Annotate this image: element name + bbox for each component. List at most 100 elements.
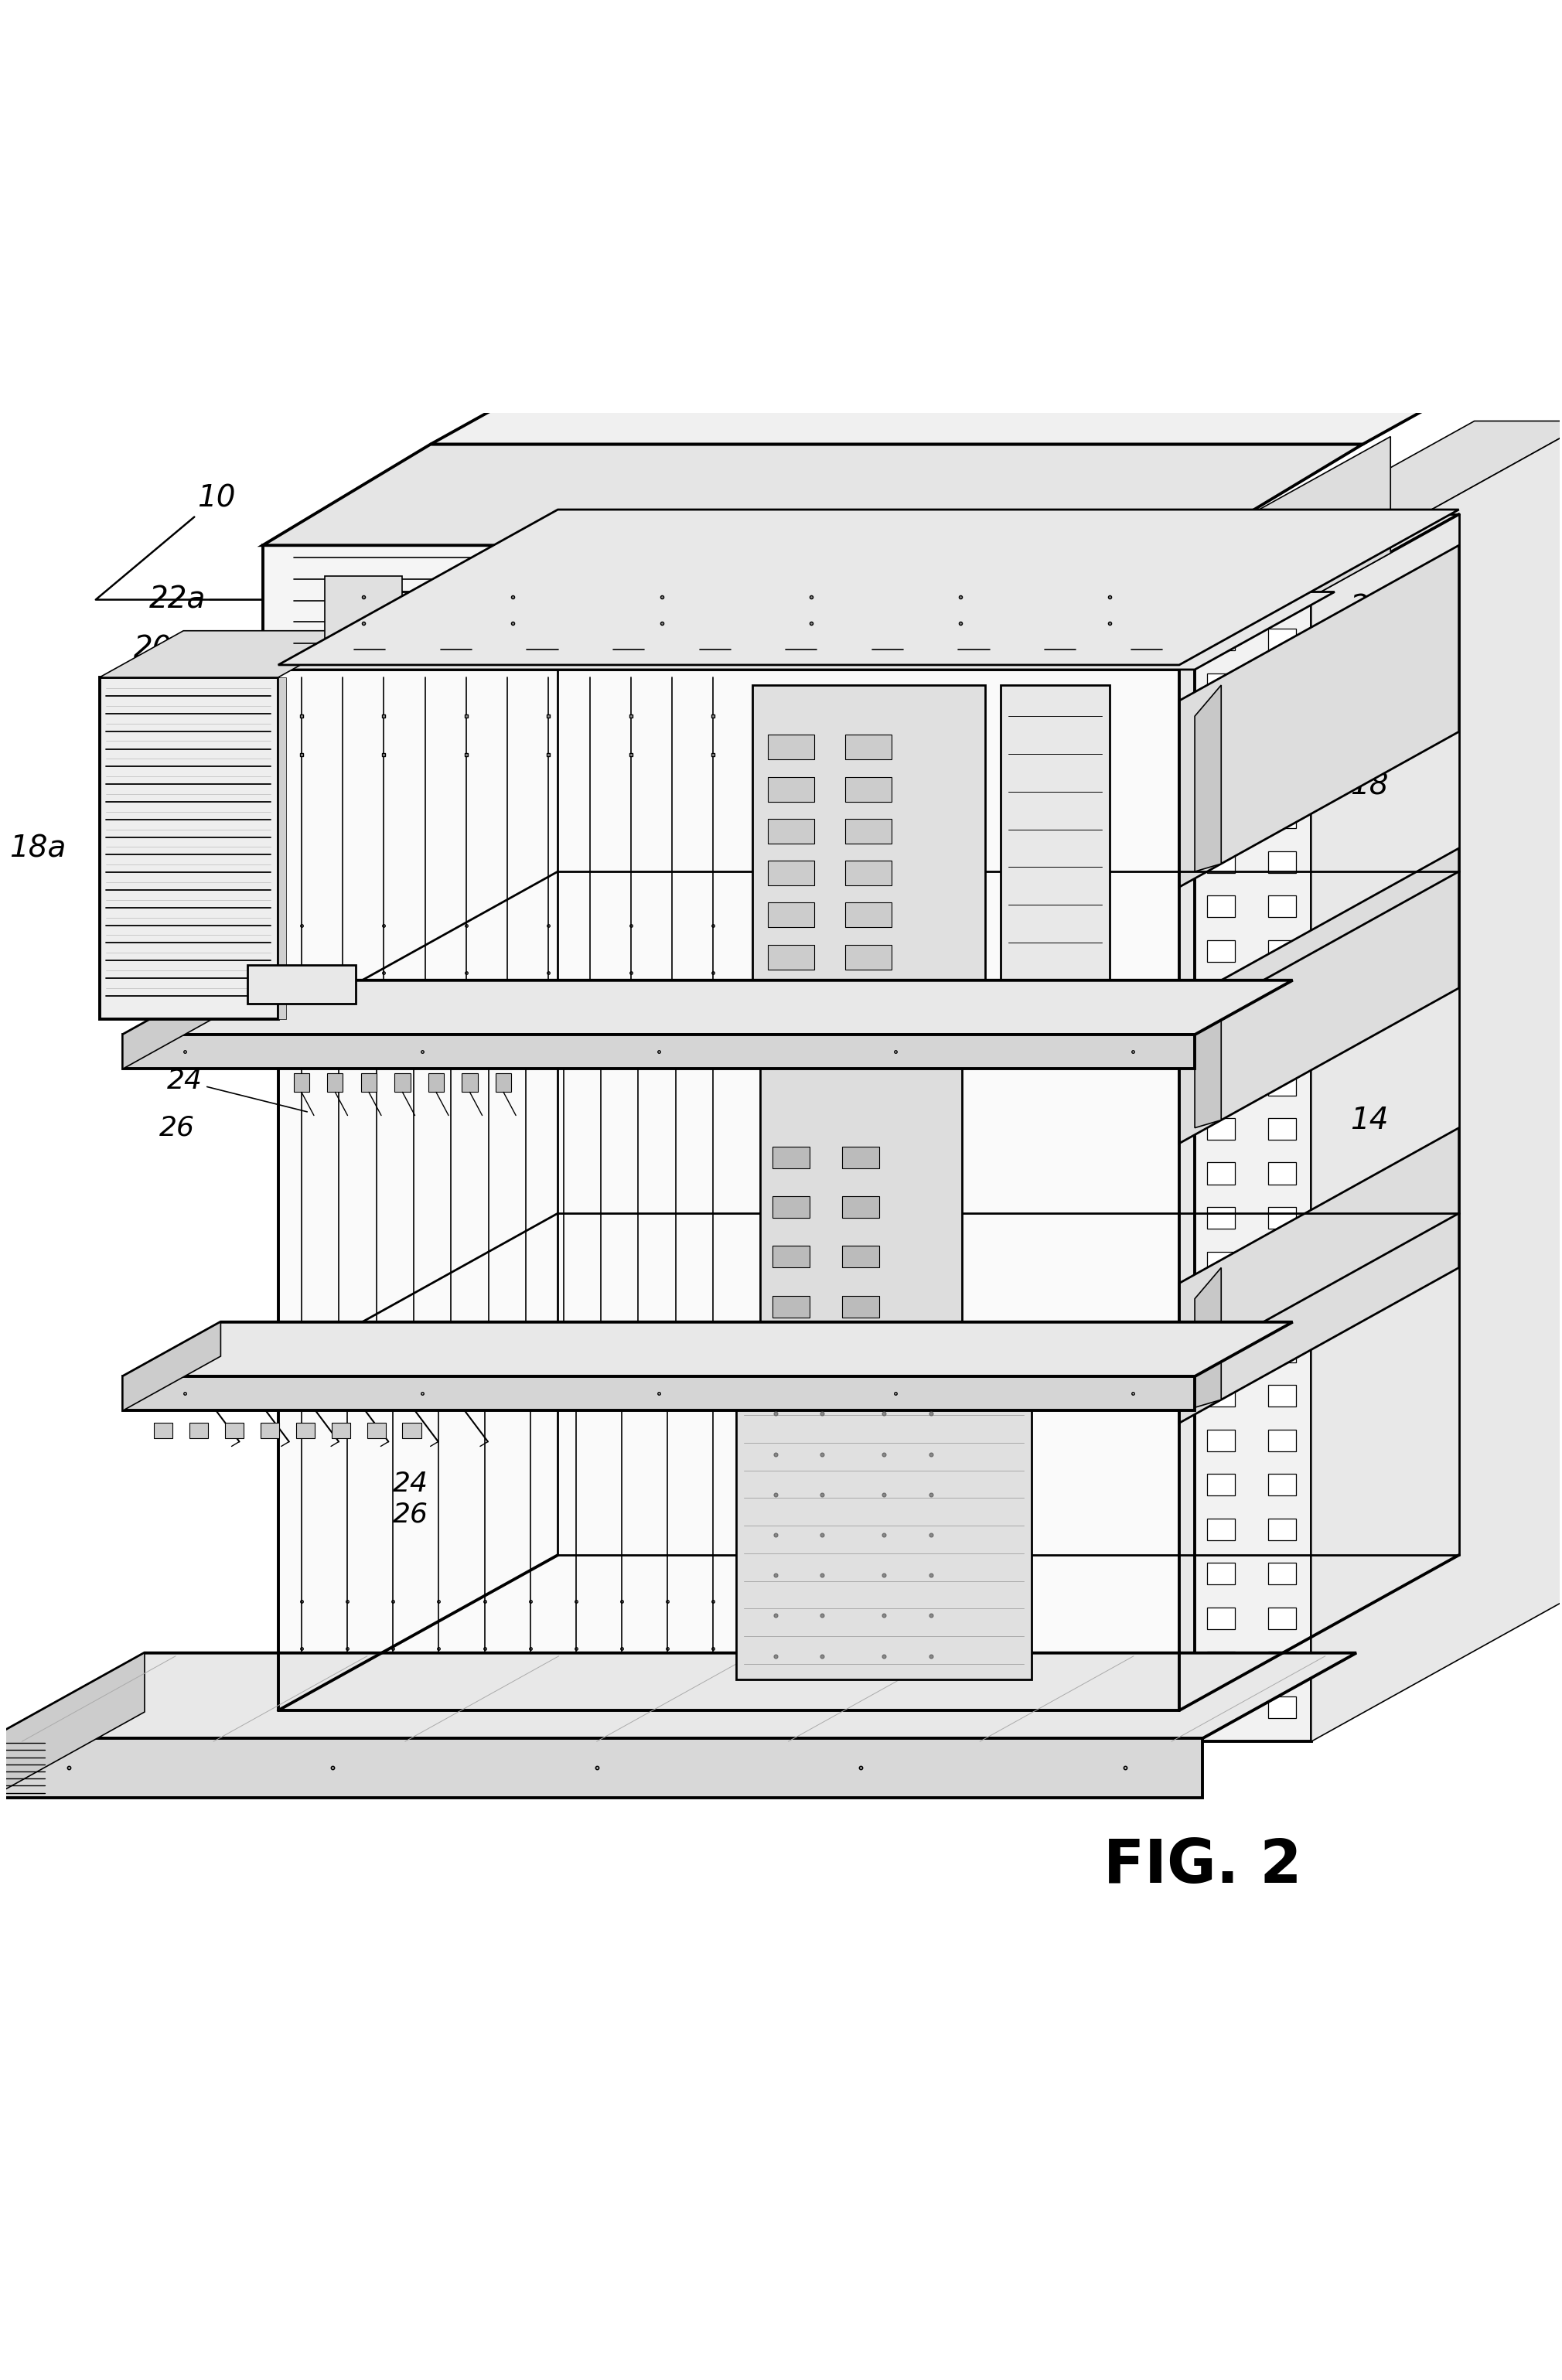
- Bar: [1207, 1207, 1236, 1228]
- Polygon shape: [100, 631, 362, 678]
- Polygon shape: [751, 685, 986, 995]
- Bar: [367, 1423, 386, 1438]
- Text: 20: 20: [1350, 631, 1389, 662]
- Bar: [767, 776, 814, 802]
- Bar: [1207, 583, 1236, 607]
- Text: 26: 26: [392, 1502, 428, 1528]
- Bar: [1207, 1652, 1236, 1673]
- Bar: [155, 1423, 172, 1438]
- Polygon shape: [325, 576, 403, 638]
- Polygon shape: [278, 669, 1179, 1711]
- Bar: [842, 1245, 879, 1269]
- Polygon shape: [123, 981, 1293, 1035]
- Polygon shape: [1195, 436, 1390, 662]
- Polygon shape: [1311, 421, 1562, 1742]
- Bar: [1268, 985, 1296, 1007]
- Bar: [1207, 1297, 1236, 1319]
- Bar: [1207, 1564, 1236, 1585]
- Bar: [1268, 940, 1296, 962]
- Polygon shape: [922, 576, 1000, 638]
- Text: 24: 24: [633, 488, 670, 516]
- Bar: [1268, 1385, 1296, 1407]
- Bar: [845, 819, 892, 843]
- Bar: [1207, 1473, 1236, 1495]
- Bar: [1268, 628, 1296, 650]
- Bar: [842, 1295, 879, 1319]
- Text: 12: 12: [1350, 1269, 1389, 1297]
- Polygon shape: [759, 1059, 962, 1338]
- Bar: [1268, 1161, 1296, 1185]
- Bar: [767, 862, 814, 885]
- Bar: [772, 1197, 809, 1219]
- Text: 24: 24: [392, 1471, 428, 1497]
- Text: 16: 16: [1350, 942, 1389, 971]
- Bar: [1207, 762, 1236, 783]
- Polygon shape: [1195, 1269, 1221, 1407]
- Bar: [295, 1423, 314, 1438]
- Polygon shape: [1195, 421, 1562, 576]
- Polygon shape: [278, 509, 1459, 664]
- Bar: [395, 1073, 411, 1092]
- Bar: [1268, 1473, 1296, 1495]
- Bar: [1207, 1518, 1236, 1540]
- Bar: [1268, 1697, 1296, 1718]
- Bar: [772, 1295, 809, 1319]
- Bar: [842, 1197, 879, 1219]
- Polygon shape: [0, 1654, 1356, 1737]
- Polygon shape: [1195, 576, 1311, 1742]
- Bar: [1207, 1430, 1236, 1452]
- Bar: [845, 902, 892, 928]
- Bar: [1268, 1252, 1296, 1273]
- Polygon shape: [123, 981, 220, 1069]
- Polygon shape: [247, 964, 356, 1004]
- Polygon shape: [123, 1321, 220, 1411]
- Bar: [1207, 1340, 1236, 1361]
- Polygon shape: [1070, 576, 1148, 638]
- Bar: [1268, 807, 1296, 828]
- Bar: [845, 776, 892, 802]
- Text: 22: 22: [1350, 593, 1389, 621]
- Text: 18a: 18a: [9, 833, 66, 864]
- Bar: [1268, 1564, 1296, 1585]
- Bar: [1207, 852, 1236, 873]
- Bar: [1207, 1252, 1236, 1273]
- Polygon shape: [772, 576, 850, 638]
- Text: 22a: 22a: [148, 585, 308, 614]
- Polygon shape: [1179, 847, 1459, 1142]
- Bar: [403, 1423, 422, 1438]
- Bar: [767, 735, 814, 759]
- Polygon shape: [431, 383, 1475, 445]
- Bar: [328, 1073, 344, 1092]
- Text: 26: 26: [965, 488, 1004, 516]
- Text: 12a: 12a: [87, 1754, 244, 1792]
- Bar: [1268, 674, 1296, 695]
- Polygon shape: [262, 445, 1362, 545]
- Bar: [1207, 940, 1236, 962]
- Bar: [1268, 762, 1296, 783]
- Polygon shape: [262, 1026, 1086, 1035]
- Bar: [1207, 1385, 1236, 1407]
- Text: 26: 26: [159, 1114, 195, 1140]
- Bar: [845, 862, 892, 885]
- Bar: [331, 1423, 350, 1438]
- Bar: [1207, 674, 1236, 695]
- Bar: [1268, 1430, 1296, 1452]
- Polygon shape: [1195, 988, 1221, 1128]
- Polygon shape: [473, 576, 551, 638]
- Bar: [1268, 1028, 1296, 1052]
- Bar: [1207, 628, 1236, 650]
- Polygon shape: [123, 1035, 1195, 1069]
- Polygon shape: [736, 1399, 1031, 1680]
- Bar: [361, 1073, 376, 1092]
- Bar: [428, 1073, 444, 1092]
- Bar: [1207, 1697, 1236, 1718]
- Polygon shape: [1179, 1128, 1459, 1423]
- Polygon shape: [100, 678, 278, 1019]
- Bar: [772, 1245, 809, 1269]
- Polygon shape: [0, 1654, 145, 1797]
- Polygon shape: [262, 545, 1195, 662]
- Bar: [767, 902, 814, 928]
- Bar: [1207, 1028, 1236, 1052]
- Bar: [1268, 1606, 1296, 1630]
- Bar: [1268, 719, 1296, 740]
